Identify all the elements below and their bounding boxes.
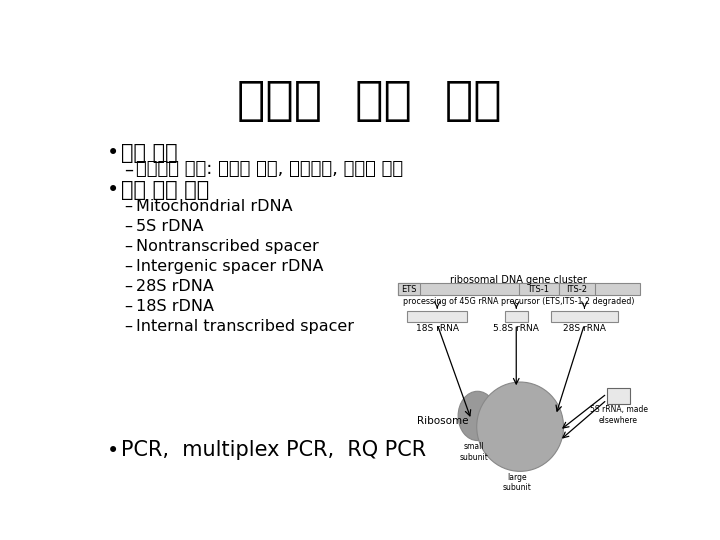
Text: 주요 표적 부위: 주요 표적 부위: [121, 179, 210, 200]
Text: •: •: [107, 441, 120, 461]
Bar: [398, 284, 420, 295]
Text: 5S rDNA: 5S rDNA: [137, 219, 204, 234]
Text: Ribosome: Ribosome: [417, 416, 469, 426]
Text: –: –: [124, 299, 132, 314]
Text: Mitochondrial rDNA: Mitochondrial rDNA: [137, 199, 293, 214]
Text: ribosomal DNA gene cluster: ribosomal DNA gene cluster: [450, 275, 587, 285]
Bar: [518, 284, 559, 295]
Text: Intergenic spacer rDNA: Intergenic spacer rDNA: [137, 259, 324, 274]
Text: ITS-1: ITS-1: [528, 285, 549, 294]
Text: –: –: [124, 319, 132, 334]
Ellipse shape: [458, 392, 497, 441]
Text: –: –: [124, 160, 133, 178]
Text: 5S rRNA, made
elsewhere: 5S rRNA, made elsewhere: [590, 405, 647, 424]
Text: 진균의  분자  진단: 진균의 분자 진단: [237, 79, 501, 124]
Text: –: –: [124, 279, 132, 294]
Text: large
subunit: large subunit: [503, 473, 531, 492]
Text: processing of 45G rRNA precursor (ETS,ITS-1,2 degraded): processing of 45G rRNA precursor (ETS,IT…: [402, 298, 634, 306]
Text: small
subunit: small subunit: [460, 442, 489, 462]
Text: –: –: [124, 259, 132, 274]
Text: Nontranscribed spacer: Nontranscribed spacer: [137, 239, 319, 254]
Text: PCR,  multiplex PCR,  RQ PCR: PCR, multiplex PCR, RQ PCR: [121, 440, 426, 460]
Text: 5.8S rRNA: 5.8S rRNA: [493, 325, 539, 333]
Ellipse shape: [477, 382, 564, 471]
Text: 28S rDNA: 28S rDNA: [137, 279, 215, 294]
Text: –: –: [124, 219, 132, 234]
Text: 핵산 추출: 핵산 추출: [121, 143, 178, 163]
Text: •: •: [107, 180, 120, 200]
Bar: [398, 284, 640, 295]
Text: ITS-2: ITS-2: [566, 285, 588, 294]
Text: –: –: [124, 239, 132, 254]
Bar: [505, 311, 528, 322]
Bar: [551, 311, 618, 322]
Text: 18S rRNA: 18S rRNA: [415, 325, 459, 333]
Text: 세포벽의 파괴: 물리적 방법, 효소처리, 화학적 방법: 세포벽의 파괴: 물리적 방법, 효소처리, 화학적 방법: [137, 159, 404, 178]
Bar: [559, 284, 595, 295]
Text: –: –: [124, 199, 132, 214]
Text: 28S rRNA: 28S rRNA: [563, 325, 606, 333]
Text: ETS: ETS: [402, 285, 417, 294]
Bar: [407, 311, 467, 322]
Text: •: •: [107, 143, 120, 163]
Bar: [607, 388, 630, 403]
Text: 18S rDNA: 18S rDNA: [137, 299, 215, 314]
Text: Internal transcribed spacer: Internal transcribed spacer: [137, 319, 354, 334]
